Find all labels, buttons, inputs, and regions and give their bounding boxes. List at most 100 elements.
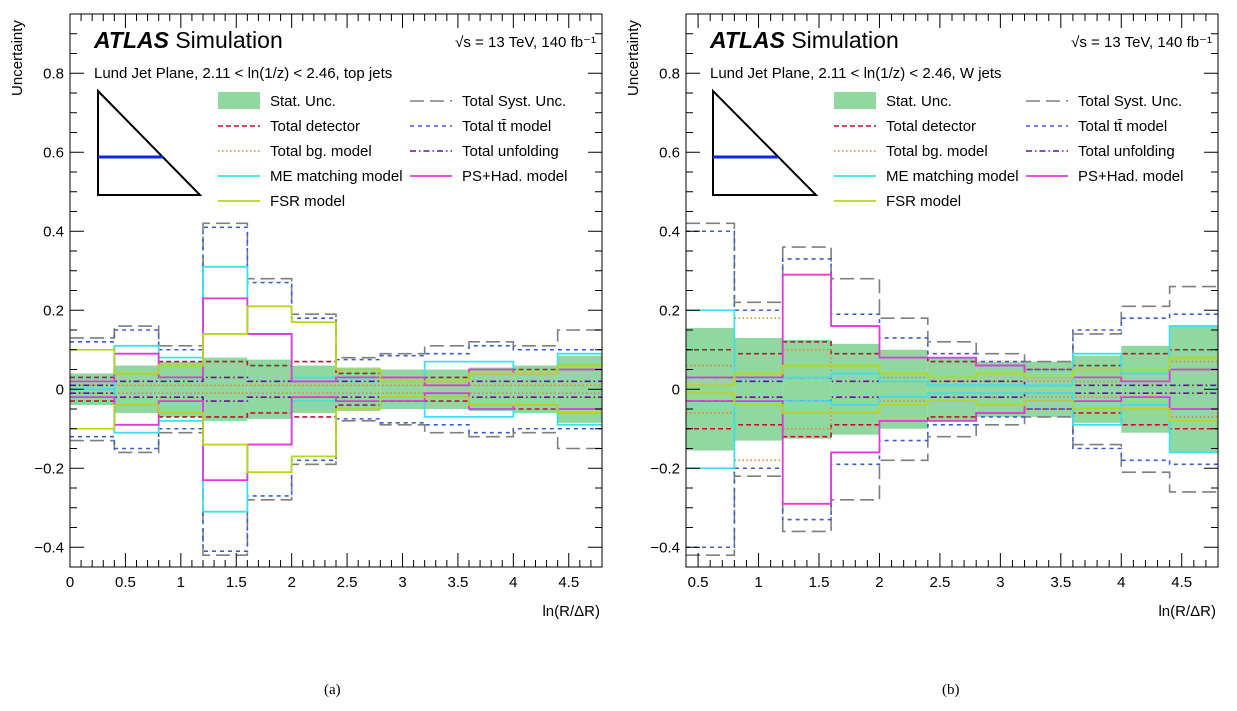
legend-item: Total Syst. Unc. [410,93,566,110]
legend-item: Total tt̄ model [1026,118,1167,135]
legend-label: Total detector [270,118,360,135]
legend-label: Total bg. model [270,143,372,160]
svg-text:ATLAS Simulation: ATLAS Simulation [93,27,283,53]
legend-label: Total Syst. Unc. [462,93,566,110]
ylabel-a: Uncertainty [9,20,26,96]
y-tick-label: 0 [56,381,64,398]
y-tick-label: 0.8 [43,65,64,82]
legend-label: Stat. Unc. [270,93,336,110]
legend-item: Total detector [218,118,360,135]
stat-unc-band [1072,355,1122,423]
series-line-me-matching-model-up [70,265,602,391]
x-tick-label: 0.5 [688,574,709,591]
x-tick-label: 4 [1117,574,1125,591]
series-line-total-tt-model-up [70,226,602,361]
stat-unc-band [1024,361,1073,417]
atlas-brand-b: ATLAS [709,27,786,53]
lund-triangle-icon-a [97,88,203,196]
stat-unc-band [380,369,425,409]
legend-item: PS+Had. model [410,168,567,185]
atlas-simulation-b: Simulation [791,27,898,53]
stat-unc-band [203,357,248,421]
atlas-simulation-a: Simulation [175,27,282,53]
x-tick-label: 3.5 [447,574,468,591]
legend-item: Total Syst. Unc. [1026,93,1182,110]
legend-item: Total unfolding [1026,143,1175,160]
x-tick-label: 0.5 [115,574,136,591]
stat-unc-band [831,343,880,435]
legend-item: Total detector [834,118,976,135]
legend-label: Total unfolding [1078,143,1175,160]
series-line-ps-had-model-up [686,273,1218,383]
stat-unc-band [336,367,381,411]
caption-a: (a) [324,682,341,698]
legend-item: Total bg. model [834,143,988,160]
x-tick-label: 2 [287,574,295,591]
x-tick-label: 2.5 [337,574,358,591]
x-tick-label: 1 [754,574,762,591]
legend-label: ME matching model [886,168,1019,185]
stat-unc-band [291,365,336,413]
legend-label: Total detector [886,118,976,135]
x-tick-label: 0 [66,574,74,591]
y-tick-label: −0.4 [34,539,64,556]
legend-swatch [218,92,260,109]
frame-a [69,13,603,568]
series-line-fsr-model-up [70,305,602,383]
x-tick-label: 1.5 [226,574,247,591]
stat-unc-band [927,357,977,421]
legend-label: Total tt̄ model [462,118,551,135]
subtitle-a: Lund Jet Plane, 2.11 < ln(1/z) < 2.46, t… [94,65,392,82]
y-tick-label: 0 [672,381,680,398]
panel-b: −0.4 −0.2 0 0.2 0.4 0.6 0.8 0.5 1 1.5 2 2.5 3 3.5 4 4.5… [625,13,1219,620]
x-tick-label: 3 [398,574,406,591]
legend-item: FSR model [218,193,345,210]
y-tick-label: −0.2 [650,460,680,477]
frame-b [685,13,1219,568]
legend-item: Stat. Unc. [834,92,952,110]
legend-item: Total bg. model [218,143,372,160]
legend-item: Stat. Unc. [218,92,336,110]
legend-swatch [834,92,876,109]
y-tick-label: −0.2 [34,460,64,477]
y-tick-label: 0.8 [659,65,680,82]
series-line-ps-had-model-down [686,396,1218,505]
stat-unc-band [247,359,292,419]
title-a: ATLAS Simulation √s = 13 TeV, 140 fb⁻¹ L… [93,27,596,82]
legend-item: FSR model [834,193,961,210]
y-tick-label: 0.4 [43,223,64,240]
x-tick-label: 4.5 [1171,574,1192,591]
atlas-brand-a: ATLAS [93,27,170,53]
legend-item: Total tt̄ model [410,118,551,135]
subtitle-b: Lund Jet Plane, 2.11 < ln(1/z) < 2.46, W… [710,65,1002,82]
legend-label: Stat. Unc. [886,93,952,110]
stat-unc-band [976,361,1025,417]
stat-unc-band [424,369,469,409]
legend-label: Total bg. model [886,143,988,160]
series-line-total-unfolding-down [70,392,602,402]
x-tick-label: 3.5 [1050,574,1071,591]
caption-b: (b) [942,682,960,698]
legend-label: PS+Had. model [462,168,567,185]
xlabel-b: ln(R/ΔR) [1158,603,1216,620]
y-tick-label: 0.2 [659,302,680,319]
y-tick-label: −0.4 [650,539,680,556]
legend-label: Total unfolding [462,143,559,160]
series-line-me-matching-model-down [70,388,602,513]
x-tick-label: 4 [509,574,517,591]
stat-unc-band [1121,345,1170,433]
lund-triangle-icon-b [712,88,819,196]
energy-label-a: √s = 13 TeV, 140 fb⁻¹ [455,34,596,51]
stat-unc-band [782,339,832,439]
series-line-fsr-model-down [686,392,1218,422]
legend-label: FSR model [270,193,345,210]
axis-ticks [685,14,1219,567]
legend-item: Total unfolding [410,143,559,160]
ylabel-b: Uncertainty [625,20,642,96]
legend-label: PS+Had. model [1078,168,1183,185]
legend-label: FSR model [886,193,961,210]
legend-label: Total Syst. Unc. [1078,93,1182,110]
legend-label: ME matching model [270,168,403,185]
stat-unc-band [879,349,928,429]
